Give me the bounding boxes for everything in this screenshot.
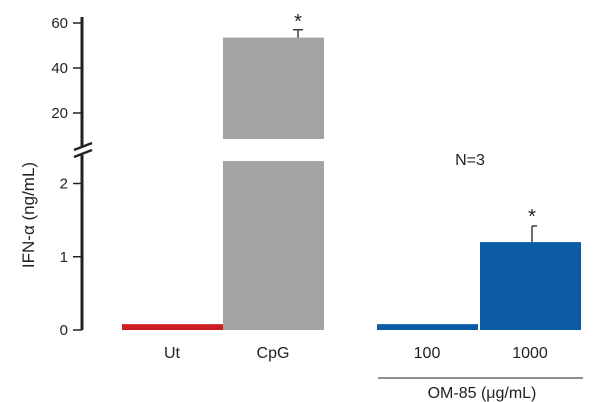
group-label: OM-85 (μg/mL) (428, 385, 537, 402)
y-tick-label: 20 (51, 105, 68, 122)
axis-break-mark (73, 148, 93, 159)
bar-cpg-upper (223, 37, 324, 139)
category-label: 1000 (512, 345, 548, 362)
category-labels: Ut CpG 100 1000 (164, 345, 548, 362)
y-tick-label: 60 (51, 15, 68, 32)
significance-marker: * (528, 206, 536, 228)
axis-break-mark (73, 141, 93, 152)
y-axis (73, 17, 93, 330)
significance-marker: * (294, 11, 302, 33)
category-label: Ut (164, 345, 181, 362)
category-label: 100 (414, 345, 441, 362)
y-ticks: 20 40 60 0 1 2 (51, 15, 82, 339)
bar-1000 (480, 242, 581, 330)
y-axis-label: IFN-α (ng/mL) (19, 162, 38, 268)
sample-size-annotation: N=3 (455, 152, 485, 169)
bar-ut (122, 324, 223, 330)
y-tick-label: 2 (60, 176, 68, 193)
y-tick-label: 1 (60, 249, 68, 266)
y-tick-label: 0 (60, 322, 68, 339)
error-bars: ** (293, 11, 537, 243)
bars (122, 37, 581, 330)
category-label: CpG (257, 345, 290, 362)
bar-cpg-lower (223, 161, 324, 330)
y-tick-label: 40 (51, 60, 68, 77)
bar-100 (377, 324, 478, 330)
